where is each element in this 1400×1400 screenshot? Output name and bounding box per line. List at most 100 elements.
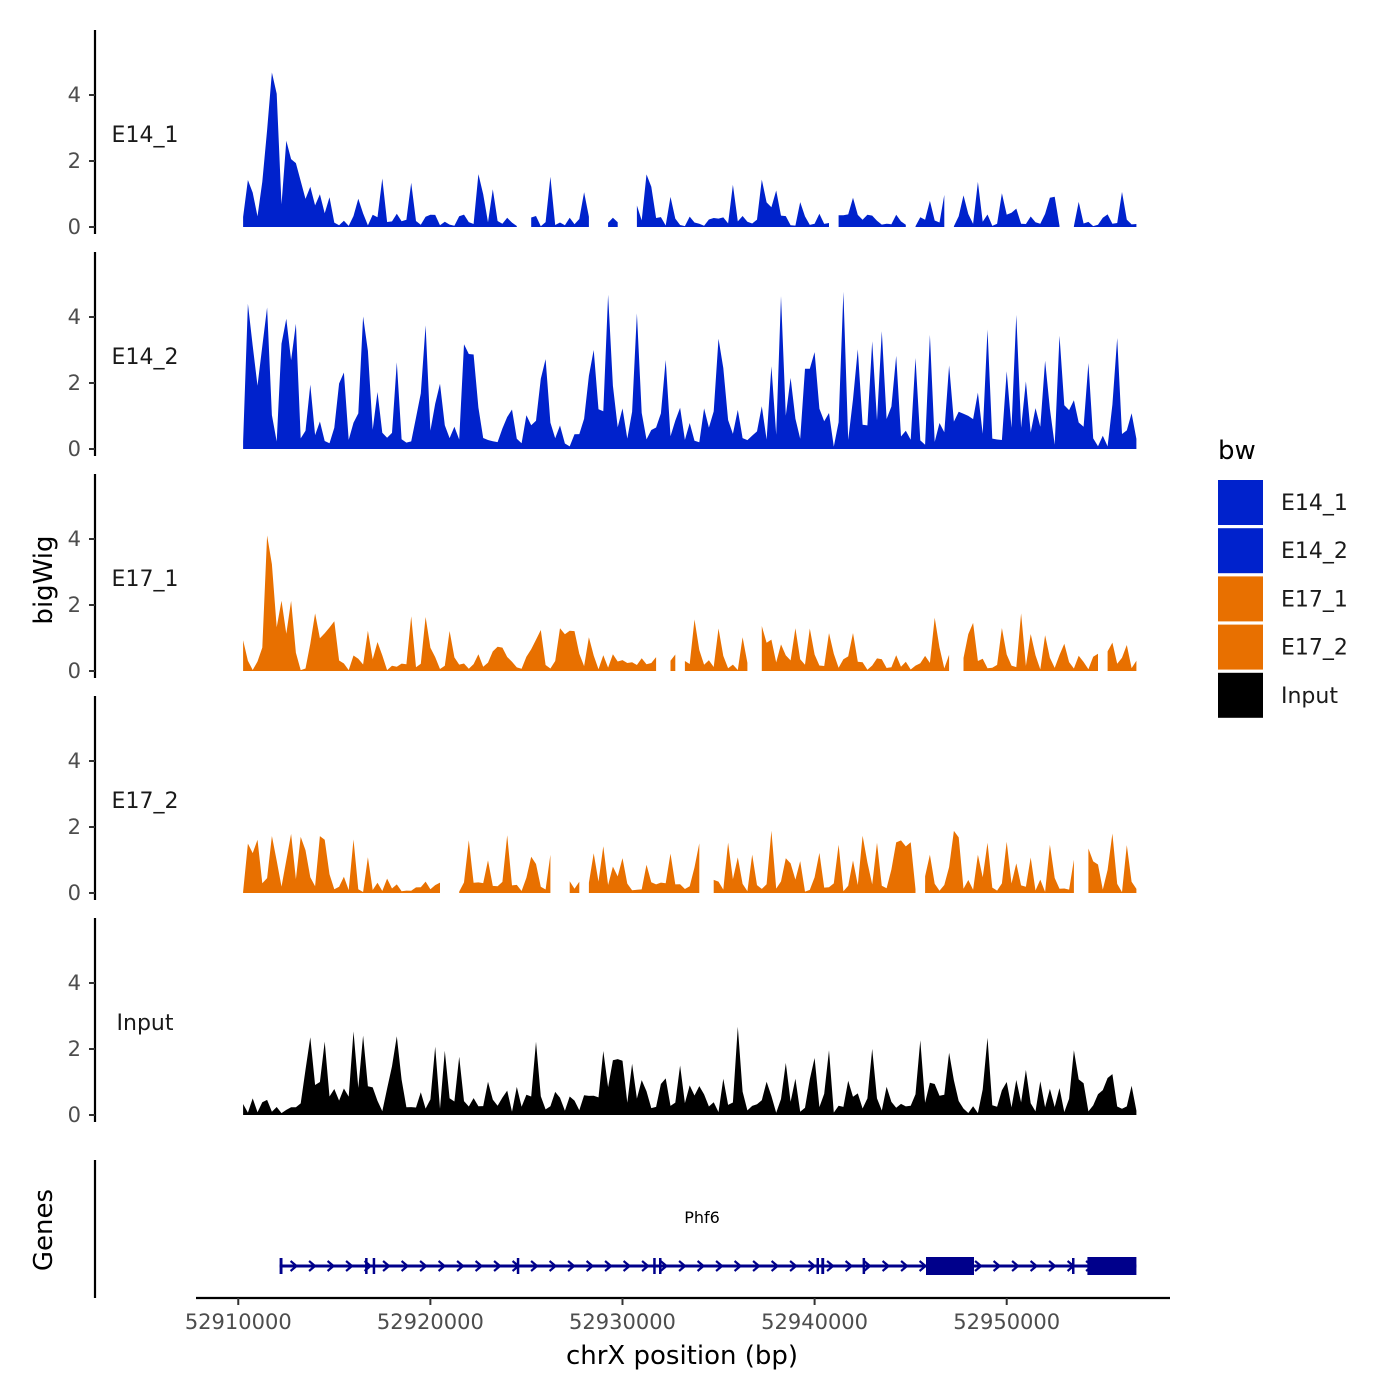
track-E14_2: 0 2 4 E14_2 <box>68 252 1137 461</box>
legend-title: bw <box>1218 436 1256 466</box>
strand-arrow <box>752 1260 761 1272</box>
signal-area-Input <box>243 1026 1137 1115</box>
signal-area-E17_1 <box>243 535 1137 671</box>
signal-area-E14_1 <box>243 72 1137 227</box>
track-Input: 0 2 4 Input <box>68 918 1137 1127</box>
track-label-E14_2: E14_2 <box>112 345 179 370</box>
legend-swatch-Input <box>1218 672 1263 718</box>
genes-axis-title: Genes <box>29 1189 59 1271</box>
y-tick-label-E17_2-4: 4 <box>68 749 81 773</box>
strand-arrow <box>382 1260 391 1272</box>
strand-arrow <box>918 1260 928 1272</box>
strand-arrow <box>715 1260 724 1272</box>
y-tick-label-E17_1-4: 4 <box>68 527 81 551</box>
strand-arrow <box>567 1260 576 1272</box>
legend-swatch-E17_1 <box>1218 576 1263 622</box>
signal-area-E17_2 <box>243 830 1137 893</box>
y-tick-label-E14_1-4: 4 <box>68 83 81 107</box>
y-tick-label-E14_2-2: 2 <box>68 371 81 395</box>
strand-arrow <box>437 1260 447 1272</box>
strand-arrow <box>881 1260 891 1272</box>
strand-arrow <box>456 1260 465 1272</box>
strand-arrow <box>289 1260 299 1272</box>
legend-swatch-E14_1 <box>1218 480 1263 525</box>
legend-label-E17_1: E17_1 <box>1281 587 1348 612</box>
exon-7 <box>816 1258 819 1274</box>
strand-arrow <box>474 1260 484 1272</box>
strand-arrow <box>493 1260 502 1272</box>
strand-arrow <box>604 1260 613 1272</box>
y-tick-label-Input-2: 2 <box>68 1037 81 1061</box>
strand-arrow <box>530 1260 539 1272</box>
exon-3 <box>372 1258 376 1274</box>
track-E17_1: 0 2 4 E17_1 <box>68 474 1137 683</box>
legend-swatch-E17_2 <box>1218 624 1263 670</box>
strand-arrow <box>789 1260 798 1272</box>
strand-arrow <box>696 1260 706 1272</box>
gene-track: Phf6 <box>93 1160 1137 1298</box>
strand-arrow <box>345 1260 354 1272</box>
legend-swatch-E14_2 <box>1218 528 1263 574</box>
exon-2 <box>365 1258 368 1274</box>
legend: bw E14_1 E14_2 E17_1 E17_2 Input <box>1218 436 1348 718</box>
strand-arrow <box>974 1260 983 1272</box>
exon-6 <box>659 1258 662 1274</box>
exon-1 <box>279 1258 283 1274</box>
x-tick-label-52910000: 52910000 <box>185 1310 292 1334</box>
y-tick-label-Input-0: 0 <box>68 1103 81 1127</box>
exon-4 <box>516 1258 520 1274</box>
strand-arrow <box>826 1260 835 1272</box>
strand-arrow <box>1011 1260 1020 1272</box>
track-label-Input: Input <box>117 1011 174 1036</box>
signal-area-E14_2 <box>243 291 1137 449</box>
y-tick-label-E17_2-0: 0 <box>68 881 81 905</box>
legend-label-E17_2: E17_2 <box>1281 636 1348 661</box>
strand-arrow <box>641 1260 650 1272</box>
x-tick-label-52930000: 52930000 <box>569 1310 676 1334</box>
y-tick-label-E14_1-2: 2 <box>68 149 81 173</box>
exon-12 <box>1087 1257 1137 1275</box>
strand-arrow <box>419 1260 428 1272</box>
x-axis: 52910000 52920000 52930000 52940000 52950000 <box>185 1296 1170 1334</box>
track-E17_2: 0 2 4 E17_2 <box>68 696 1137 905</box>
strand-arrow <box>326 1260 336 1272</box>
legend-label-E14_1: E14_1 <box>1281 491 1348 516</box>
strand-arrow <box>733 1260 743 1272</box>
strand-arrow <box>807 1260 817 1272</box>
signal-tracks: 0 2 4 E14_1 0 2 4 E14_2 0 2 4 E17_1 0 2 4 E17_2 0 2 4 Input <box>68 30 1137 1127</box>
strand-arrow <box>659 1260 669 1272</box>
track-label-E14_1: E14_1 <box>112 123 179 148</box>
strand-arrow <box>770 1260 780 1272</box>
x-tick-label-52940000: 52940000 <box>761 1310 868 1334</box>
strand-arrow <box>622 1260 632 1272</box>
y-tick-label-E14_2-0: 0 <box>68 437 81 461</box>
exon-9 <box>862 1258 866 1274</box>
y-tick-label-Input-4: 4 <box>68 971 81 995</box>
track-label-E17_2: E17_2 <box>112 789 179 814</box>
gene-label: Phf6 <box>684 1208 720 1227</box>
x-tick-label-52920000: 52920000 <box>377 1310 484 1334</box>
strand-arrow <box>900 1260 909 1272</box>
track-E14_1: 0 2 4 E14_1 <box>68 30 1137 239</box>
strand-arrow <box>844 1260 854 1272</box>
strand-arrow <box>308 1260 317 1272</box>
exon-10 <box>926 1257 974 1275</box>
legend-label-E14_2: E14_2 <box>1281 539 1348 564</box>
x-tick-label-52950000: 52950000 <box>953 1310 1060 1334</box>
strand-arrow <box>1029 1260 1039 1272</box>
strand-arrow <box>1048 1260 1057 1272</box>
x-axis-title: chrX position (bp) <box>566 1341 798 1371</box>
y-tick-label-E17_1-2: 2 <box>68 593 81 617</box>
track-label-E17_1: E17_1 <box>112 567 179 592</box>
y-tick-label-E17_1-0: 0 <box>68 659 81 683</box>
strand-arrow <box>992 1260 1002 1272</box>
exon-5 <box>653 1258 656 1274</box>
y-tick-label-E14_2-4: 4 <box>68 305 81 329</box>
y-tick-label-E14_1-0: 0 <box>68 215 81 239</box>
exon-11 <box>1072 1258 1075 1274</box>
strand-arrow <box>548 1260 558 1272</box>
legend-label-Input: Input <box>1281 684 1338 709</box>
strand-arrow <box>585 1260 595 1272</box>
